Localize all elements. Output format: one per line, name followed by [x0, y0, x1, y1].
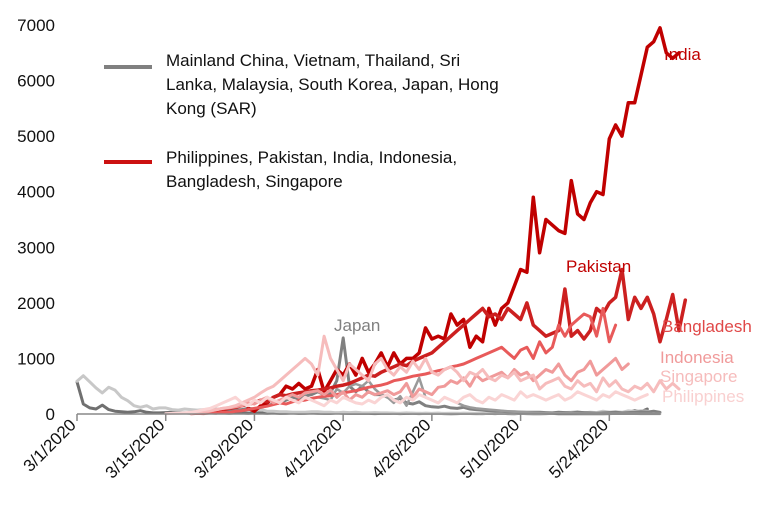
- legend-label: Lanka, Malaysia, South Korea, Japan, Hon…: [166, 75, 499, 94]
- x-tick-label: 4/12/2020: [279, 415, 346, 482]
- x-tick-label: 3/1/2020: [20, 415, 80, 475]
- series-label-india: India: [664, 45, 701, 64]
- y-tick-label: 1000: [17, 349, 55, 368]
- x-tick-label: 3/29/2020: [190, 415, 257, 482]
- legend-label: Kong (SAR): [166, 99, 257, 118]
- y-tick-label: 0: [46, 405, 55, 424]
- series-label-japan: Japan: [334, 316, 380, 335]
- y-tick-label: 5000: [17, 127, 55, 146]
- series-line-philippines: [164, 390, 649, 416]
- x-tick-label: 3/15/2020: [102, 415, 169, 482]
- series-label-indonesia: Indonesia: [660, 348, 734, 367]
- series-labels: India Pakistan Japan Bangladesh IndonesiaSin…: [334, 45, 752, 406]
- series-label-pakistan: Pakistan: [566, 257, 631, 276]
- legend: Mainland China, Vietnam, Thailand, Sri La…: [104, 51, 499, 191]
- series-line-singapore: [189, 334, 681, 415]
- y-tick-label: 2000: [17, 294, 55, 313]
- x-tick-label: 5/10/2020: [456, 415, 523, 482]
- series-line-bangladesh: [189, 306, 618, 416]
- series-label-bangladesh: Bangladesh: [662, 317, 752, 336]
- y-tick-label: 6000: [17, 72, 55, 91]
- series-label-singapore: Singapore: [660, 367, 738, 386]
- y-tick-label: 7000: [17, 16, 55, 35]
- y-axis-ticks: 0 1000 2000 3000 4000 5000 6000 7000: [17, 16, 55, 424]
- y-tick-label: 3000: [17, 238, 55, 257]
- y-tick-label: 4000: [17, 183, 55, 202]
- legend-label: Mainland China, Vietnam, Thailand, Sri: [166, 51, 460, 70]
- series-lines: [75, 26, 688, 416]
- legend-label: Bangladesh, Singapore: [166, 172, 343, 191]
- series-line-pakistan: [201, 267, 688, 415]
- x-tick-label: 5/24/2020: [545, 415, 612, 482]
- x-tick-label: 4/26/2020: [368, 415, 435, 482]
- series-line-india: [246, 26, 681, 413]
- x-axis-ticks: 3/1/2020 3/15/2020 3/29/2020 4/12/2020 4/26/…: [20, 414, 612, 482]
- legend-label: Philippines, Pakistan, India, Indonesia,: [166, 148, 457, 167]
- series-label-philippines: Philippines: [662, 387, 744, 406]
